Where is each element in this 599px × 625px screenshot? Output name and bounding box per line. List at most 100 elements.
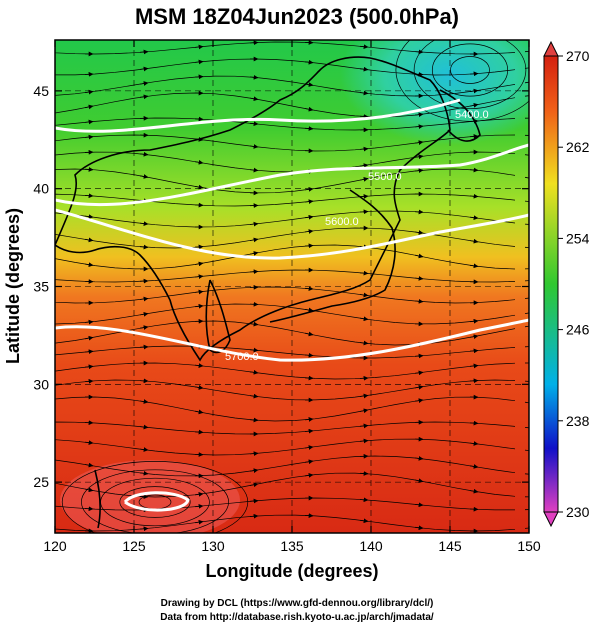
wind-arrow xyxy=(414,384,424,390)
streamline xyxy=(55,92,516,118)
contour-line-5600 xyxy=(55,208,529,260)
wind-arrow xyxy=(249,498,259,504)
wind-arrow xyxy=(304,459,314,465)
wind-arrow xyxy=(194,184,204,190)
x-tick-label: 135 xyxy=(280,538,304,554)
wind-arrow xyxy=(304,375,314,381)
wind-arrow xyxy=(414,140,424,145)
streamline xyxy=(55,58,516,76)
wind-arrow xyxy=(84,364,94,370)
wind-arrow xyxy=(359,146,369,152)
wind-arrow xyxy=(249,237,259,243)
wind-arrow xyxy=(139,244,149,250)
wind-arrow xyxy=(139,221,149,227)
wind-arrow xyxy=(524,471,529,477)
wind-arrow xyxy=(469,420,479,426)
wind-arrow xyxy=(194,503,204,509)
wind-arrow xyxy=(414,525,424,531)
y-axis-label: Latitude (degrees) xyxy=(3,208,23,364)
streamline xyxy=(55,227,516,249)
wind-arrow xyxy=(249,451,259,457)
wind-arrow xyxy=(524,310,529,316)
streamline xyxy=(55,75,516,97)
wind-arrow xyxy=(84,335,94,341)
x-axis-label: Longitude (degrees) xyxy=(205,561,378,581)
x-tick-label: 125 xyxy=(122,538,146,554)
wind-arrow xyxy=(469,134,479,139)
wind-arrow xyxy=(84,237,94,243)
wind-arrow xyxy=(249,167,259,173)
streamline xyxy=(55,286,516,304)
wind-arrow xyxy=(524,199,529,204)
wind-arrow xyxy=(359,340,369,346)
wind-arrow xyxy=(524,323,529,329)
credit-line-2: Data from http://database.rish.kyoto-u.a… xyxy=(160,612,434,623)
low-vortex-streamline xyxy=(395,40,529,122)
wind-arrow xyxy=(139,174,149,179)
wind-arrow xyxy=(194,244,204,250)
x-tick-label: 140 xyxy=(359,538,383,554)
vortex-streamline xyxy=(61,461,249,533)
streamline xyxy=(55,269,516,283)
wind-arrow xyxy=(414,112,424,118)
streamline xyxy=(55,438,516,456)
y-tick-label: 25 xyxy=(33,474,49,490)
wind-arrow xyxy=(249,347,259,353)
wind-arrow xyxy=(139,378,149,384)
wind-arrow xyxy=(469,363,479,369)
wind-arrow xyxy=(304,214,314,220)
streamline xyxy=(55,41,516,55)
x-tick-label: 150 xyxy=(517,538,541,554)
wind-arrow xyxy=(469,488,479,494)
wind-arrow xyxy=(249,417,259,423)
wind-arrow xyxy=(414,298,424,304)
wind-arrow xyxy=(359,163,369,168)
wind-arrow xyxy=(524,525,529,531)
wind-arrow xyxy=(469,263,479,269)
streamline xyxy=(55,362,516,380)
wind-arrow xyxy=(524,448,529,453)
wind-arrow xyxy=(139,424,149,430)
wind-arrow xyxy=(84,134,94,140)
wind-arrow xyxy=(469,193,479,199)
wind-arrow xyxy=(194,159,204,165)
wind-arrow xyxy=(84,506,94,512)
wind-arrow xyxy=(139,447,149,452)
wind-arrow xyxy=(304,331,314,337)
streamline xyxy=(55,193,516,207)
japan-coast xyxy=(269,189,396,323)
wind-arrow xyxy=(359,497,369,503)
wind-arrow xyxy=(469,238,479,244)
wind-arrow xyxy=(304,417,314,422)
wind-arrow xyxy=(524,49,529,54)
wind-arrow xyxy=(414,276,424,281)
wind-arrow xyxy=(414,370,424,376)
streamline xyxy=(55,303,516,325)
colorbar-tick-label: 262 xyxy=(566,139,590,155)
wind-arrow xyxy=(359,194,369,199)
wind-arrow xyxy=(84,262,94,268)
streamline xyxy=(55,244,516,270)
wind-arrow xyxy=(304,243,314,249)
wind-arrow xyxy=(84,487,94,493)
wind-arrow xyxy=(194,289,204,295)
wind-arrow xyxy=(414,49,424,55)
colorbar-tick-label: 230 xyxy=(566,504,590,520)
wind-arrow xyxy=(249,121,259,127)
wind-arrow xyxy=(249,468,259,474)
wind-arrow xyxy=(194,409,204,415)
x-tick-label: 130 xyxy=(201,538,225,554)
y-axis-ticks: 25 30 35 40 45 xyxy=(33,83,529,490)
wind-arrow xyxy=(139,296,149,302)
wind-arrow xyxy=(249,96,259,102)
wind-arrow xyxy=(139,344,149,350)
wind-arrow xyxy=(524,400,529,406)
streamline xyxy=(55,379,516,401)
wind-arrow xyxy=(359,438,369,444)
wind-arrow xyxy=(139,311,149,317)
wind-arrow xyxy=(414,124,424,129)
wind-arrow xyxy=(469,318,479,324)
wind-arrow xyxy=(469,378,479,384)
wind-arrow xyxy=(194,363,204,368)
